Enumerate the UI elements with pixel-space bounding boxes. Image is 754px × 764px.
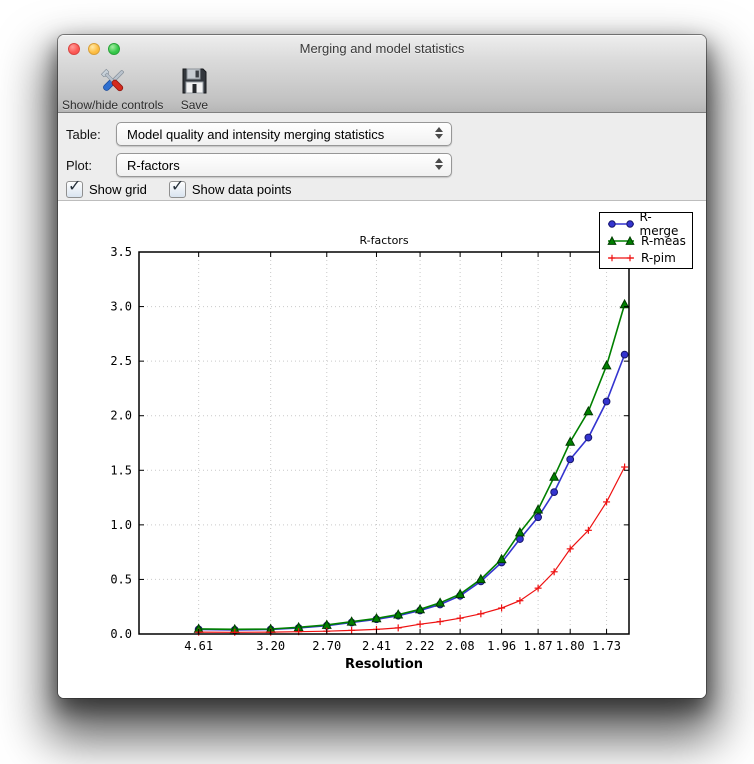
checkbox-label: Show data points [191, 182, 292, 197]
legend-sample-circle-icon [608, 220, 634, 229]
chart-svg: 4.61 3.20 2.70 2.41 2.22 2.08 1.96 1.87 1.80 1.73… [110, 234, 630, 672]
x-tick-label: 2.08 [446, 639, 475, 653]
table-dropdown[interactable]: Model quality and intensity merging stat… [116, 122, 452, 146]
data-point-R-meas [549, 471, 560, 481]
dropdown-stepper-icon [435, 127, 443, 139]
data-point-R-meas [583, 405, 594, 416]
data-point-R-merge [602, 397, 611, 406]
y-tick-label: 3.5 [110, 245, 132, 259]
show-hide-controls-button[interactable]: Show/hide controls [60, 64, 165, 112]
series-line-R-pim [198, 466, 626, 633]
data-point-R-meas [435, 597, 446, 607]
toolbar-button-label: Save [180, 98, 209, 112]
x-tick-label: 2.22 [406, 639, 435, 653]
titlebar[interactable]: Merging and model statistics [58, 35, 706, 113]
app-window: Merging and model statistics [58, 35, 706, 698]
checkbox-label: Show grid [89, 182, 147, 197]
checkmark-icon: ✓ [170, 178, 185, 195]
x-tick-label: 2.41 [362, 639, 391, 653]
data-point-R-merge [620, 350, 629, 359]
axis-frame [138, 251, 630, 635]
legend-item-R-pim: R-pim [606, 250, 688, 266]
y-tick-label: 0.0 [110, 627, 132, 641]
y-tick-label: 0.5 [110, 572, 132, 586]
minimize-button[interactable] [88, 43, 100, 55]
legend-item-R-meas: R-meas [606, 233, 688, 249]
legend-item-R-merge: R-merge [606, 210, 688, 238]
x-axis-label: Resolution [345, 657, 423, 672]
data-point-R-meas [393, 609, 404, 619]
legend-label: R-merge [639, 210, 679, 239]
x-tick-label: 4.61 [184, 639, 213, 653]
show-grid-checkbox[interactable]: ✓ Show grid [66, 178, 147, 198]
series-line-R-merge [198, 354, 626, 631]
table-dropdown-value: Model quality and intensity merging stat… [127, 126, 385, 142]
dropdown-stepper-icon [435, 158, 443, 170]
y-tick-label: 2.0 [110, 409, 132, 423]
plot-dropdown[interactable]: R-factors [116, 153, 452, 177]
data-point-R-meas [533, 504, 544, 514]
save-icon [179, 64, 209, 98]
y-tick-label: 3.0 [110, 300, 132, 314]
data-point-R-meas [475, 573, 486, 584]
legend-label: R-meas [641, 233, 686, 248]
data-point-R-meas [455, 588, 466, 598]
x-tick-label: 3.20 [256, 639, 285, 653]
data-point-R-meas [346, 616, 357, 626]
toolbar: Show/hide controls Save [60, 62, 211, 112]
data-point-R-merge [566, 455, 575, 464]
window-title: Merging and model statistics [299, 41, 465, 56]
legend-sample-plus-icon [608, 254, 634, 261]
plot-dropdown-value: R-factors [127, 157, 180, 173]
x-tick-label: 2.70 [312, 639, 341, 653]
data-point-R-meas [565, 436, 576, 446]
chart-title: R-factors [359, 234, 408, 247]
x-tick-label: 1.96 [487, 639, 516, 653]
data-point-R-merge [584, 433, 593, 442]
data-point-R-meas [371, 612, 382, 623]
close-button[interactable] [68, 43, 80, 55]
chart-legend: R-merge R-meas R-pim [599, 210, 693, 269]
x-tick-label: 1.73 [592, 639, 621, 653]
plot-label: Plot: [66, 157, 93, 173]
y-tick-label: 2.5 [110, 354, 132, 368]
checkbox-box: ✓ [168, 178, 186, 198]
x-tick-label: 1.80 [556, 639, 585, 653]
traffic-lights [68, 43, 120, 55]
series-line-R-meas [198, 304, 626, 631]
data-point-R-meas [514, 527, 525, 537]
legend-sample-triangle-icon [607, 235, 635, 245]
data-point-R-meas [601, 360, 612, 370]
data-point-R-meas [496, 553, 507, 564]
x-tick-label: 1.87 [524, 639, 553, 653]
zoom-button[interactable] [108, 43, 120, 55]
data-point-R-meas [619, 298, 630, 309]
plot-panel: 4.61 3.20 2.70 2.41 2.22 2.08 1.96 1.87 1.80 1.73… [58, 201, 706, 698]
table-label: Table: [66, 126, 101, 142]
checkbox-box: ✓ [66, 178, 83, 198]
data-point-R-merge [534, 513, 543, 522]
legend-label: R-pim [641, 250, 676, 265]
save-button[interactable]: Save [177, 64, 211, 112]
controls-panel: Table: Model quality and intensity mergi… [58, 113, 706, 201]
y-tick-label: 1.0 [110, 518, 132, 532]
y-tick-label: 1.5 [110, 463, 132, 477]
data-point-R-merge [550, 488, 559, 497]
toolbar-button-label: Show/hide controls [62, 98, 164, 112]
show-data-points-checkbox[interactable]: ✓ Show data points [168, 178, 292, 198]
data-point-R-meas [415, 603, 426, 614]
tools-icon [95, 64, 131, 98]
checkmark-icon: ✓ [68, 178, 82, 195]
